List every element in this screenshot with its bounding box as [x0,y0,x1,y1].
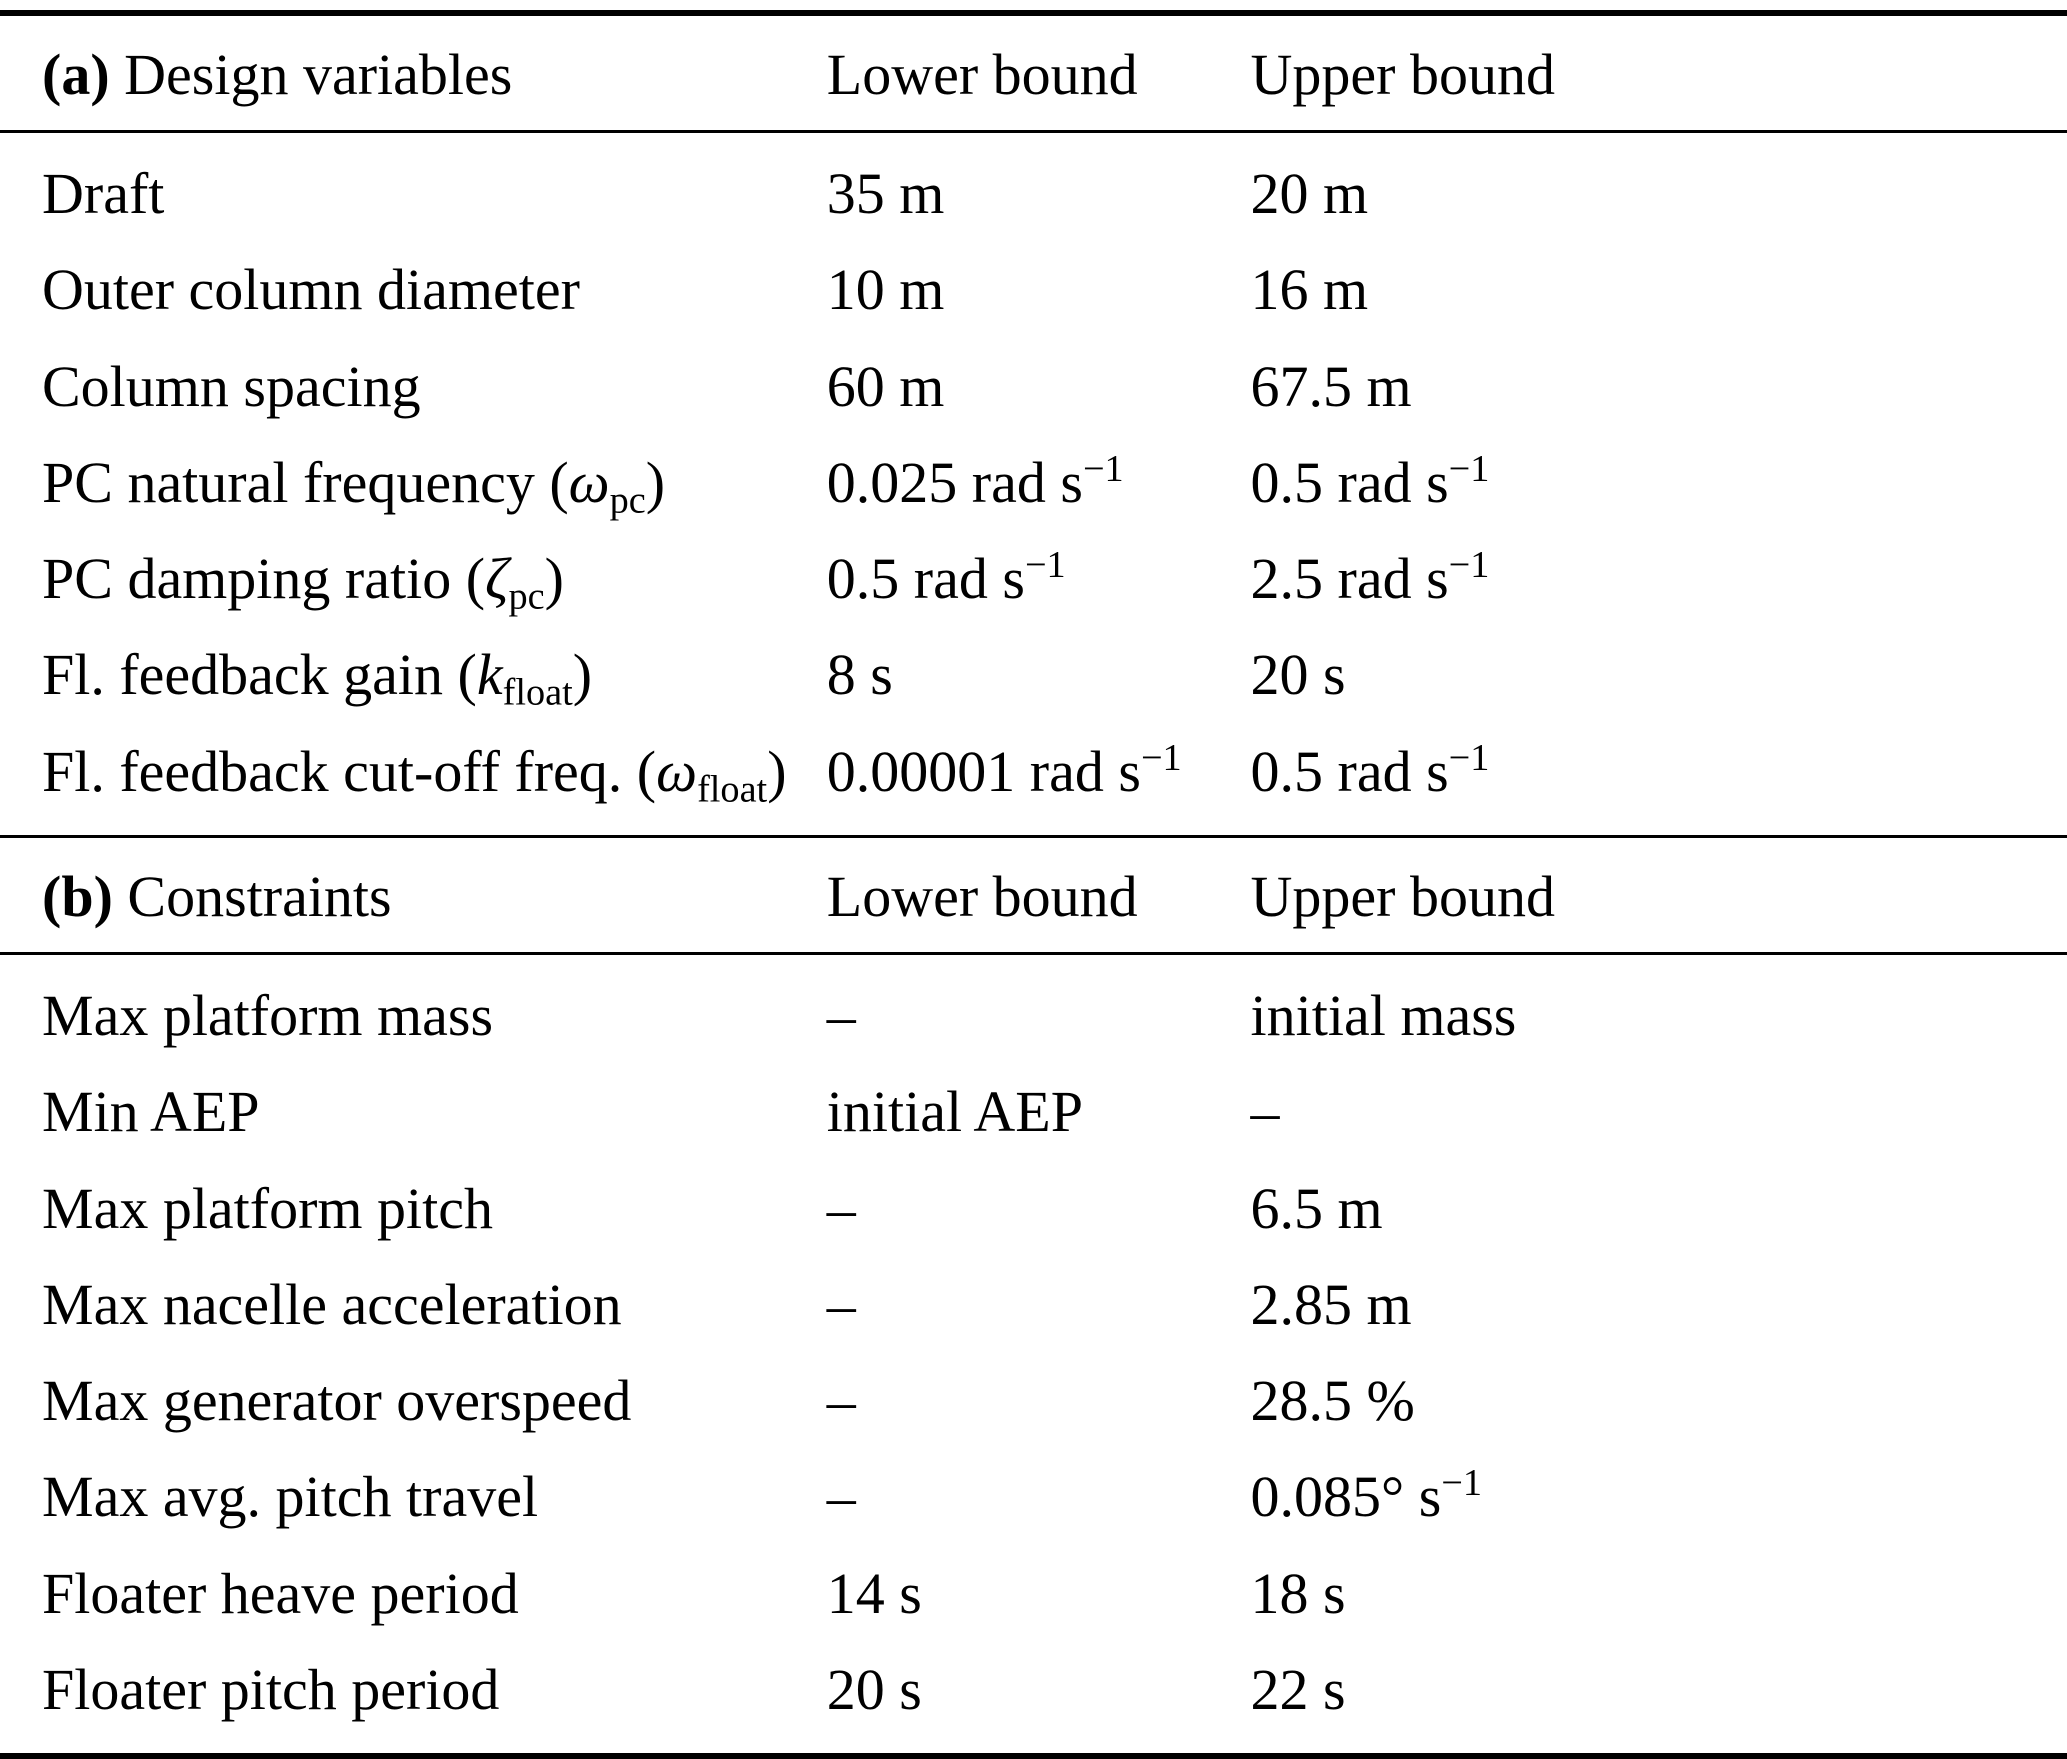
unit-superscript: −1 [1082,447,1124,490]
lower-bound-value: 8 s [826,642,893,708]
table-row: Outer column diameter 10 m 16 m [0,242,2067,338]
math-subscript: pc [508,575,545,618]
column-header-lower-bound: Lower bound [826,834,1251,956]
upper-bound-value: 0.085° s−1 [1250,1462,1483,1530]
page: (a) Design variables Lower bound Upper b… [0,10,2067,1759]
unit-superscript: −1 [1140,736,1182,779]
lower-bound-value: 0.00001 rad s−1 [826,736,1182,804]
row-label: Floater pitch period [42,1656,500,1722]
section-b-title-text: Constraints [112,863,392,929]
row-label: Outer column diameter [42,257,580,323]
row-label: Draft [42,161,165,227]
upper-bound-value: 6.5 m [1250,1175,1383,1241]
table-row: Fl. feedback cut-off freq. (ωfloat) 0.00… [0,724,2067,837]
table-row: PC damping ratio (ζpc) 0.5 rad s−1 2.5 r… [0,531,2067,627]
table-row: Max avg. pitch travel – 0.085° s−1 [0,1449,2067,1545]
lower-bound-value: 35 m [826,161,945,227]
lower-bound-value: initial AEP [826,1079,1083,1145]
row-label: Floater heave period [42,1560,519,1626]
math-symbol: ω [656,738,698,804]
lower-bound-value: 14 s [826,1560,922,1626]
lower-bound-value: – [826,1464,856,1530]
unit-superscript: −1 [1448,544,1490,587]
section-a-title-text: Design variables [109,42,513,107]
upper-bound-value: 0.5 rad s−1 [1250,447,1490,515]
row-label: PC damping ratio (ζpc) [42,546,564,618]
section-a-tag: (a) [42,42,110,107]
row-label: Fl. feedback cut-off freq. (ωfloat) [42,738,787,811]
lower-bound-value: – [826,983,856,1049]
section-a-title: (a) Design variables [0,16,827,134]
section-b-title: (b) Constraints [0,834,827,956]
upper-bound-value: 28.5 % [1250,1368,1415,1434]
lower-bound-value: 60 m [826,353,945,419]
table-row: Max nacelle acceleration – 2.85 m [0,1257,2067,1353]
row-label: Column spacing [42,353,421,419]
upper-bound-value: 2.5 rad s−1 [1250,544,1490,612]
design-variables-constraints-table: (a) Design variables Lower bound Upper b… [0,16,2067,1753]
table-row: Floater heave period 14 s 18 s [0,1546,2067,1642]
unit-superscript: −1 [1448,447,1490,490]
math-symbol: k [476,642,503,708]
table-row: Min AEP initial AEP – [0,1064,2067,1160]
table-row: Max generator overspeed – 28.5 % [0,1353,2067,1449]
table-row: Draft 35 m 20 m [0,132,2067,243]
upper-bound-value: 20 s [1250,642,1346,708]
row-label: Fl. feedback gain (kfloat) [42,642,593,715]
math-subscript: float [697,768,768,811]
upper-bound-value: 22 s [1250,1656,1346,1722]
math-symbol: ω [568,449,610,515]
upper-bound-value: 20 m [1250,161,1369,227]
upper-bound-value: 2.85 m [1250,1271,1412,1337]
row-label: Max platform mass [42,983,494,1049]
unit-superscript: −1 [1448,736,1490,779]
unit-superscript: −1 [1024,544,1066,587]
table-row: Fl. feedback gain (kfloat) 8 s 20 s [0,627,2067,723]
table-row: PC natural frequency (ωpc) 0.025 rad s−1… [0,435,2067,531]
upper-bound-value: – [1250,1079,1280,1145]
lower-bound-value: – [826,1368,856,1434]
math-subscript: float [502,672,573,715]
lower-bound-value: 0.025 rad s−1 [826,447,1124,515]
table-row: Column spacing 60 m 67.5 m [0,339,2067,435]
unit-superscript: −1 [1441,1462,1483,1505]
row-label: PC natural frequency (ωpc) [42,449,666,522]
section-b-tag: (b) [42,863,113,929]
upper-bound-value: 0.5 rad s−1 [1250,736,1490,804]
upper-bound-value: 18 s [1250,1560,1346,1626]
table-rules-frame: (a) Design variables Lower bound Upper b… [0,10,2067,1759]
lower-bound-value: 10 m [826,257,945,323]
column-header-upper-bound: Upper bound [1250,16,2067,134]
table-row: Max platform pitch – 6.5 m [0,1161,2067,1257]
row-label: Min AEP [42,1079,260,1145]
upper-bound-value: initial mass [1250,983,1517,1049]
section-a-header-row: (a) Design variables Lower bound Upper b… [0,16,2067,134]
upper-bound-value: 16 m [1250,257,1369,323]
lower-bound-value: 20 s [826,1656,922,1722]
section-b-header-row: (b) Constraints Lower bound Upper bound [0,834,2067,956]
lower-bound-value: – [826,1271,856,1337]
column-header-upper-bound: Upper bound [1250,834,2067,956]
lower-bound-value: – [826,1175,856,1241]
math-subscript: pc [609,479,646,522]
table-row: Max platform mass – initial mass [0,954,2067,1065]
row-label: Max platform pitch [42,1175,494,1241]
row-label: Max generator overspeed [42,1368,632,1434]
math-symbol: ζ [485,546,509,612]
table-row: Floater pitch period 20 s 22 s [0,1642,2067,1753]
row-label: Max avg. pitch travel [42,1464,539,1530]
lower-bound-value: 0.5 rad s−1 [826,544,1066,612]
row-label: Max nacelle acceleration [42,1271,622,1337]
upper-bound-value: 67.5 m [1250,353,1412,419]
column-header-lower-bound: Lower bound [826,16,1251,134]
